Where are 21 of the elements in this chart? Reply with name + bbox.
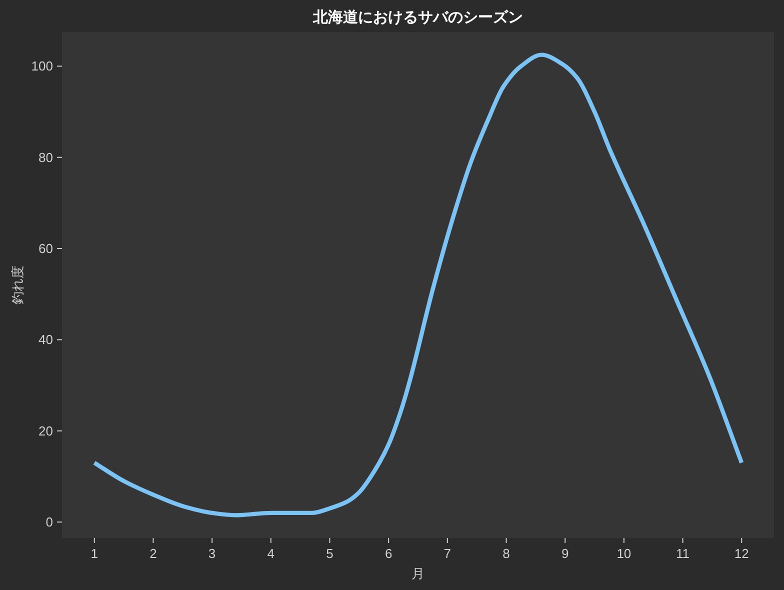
x-tick-label: 5 <box>326 546 334 561</box>
y-tick-label: 80 <box>38 150 53 165</box>
x-tick-label: 11 <box>676 546 690 561</box>
y-tick-label: 0 <box>46 514 53 530</box>
x-tick-label: 6 <box>384 546 392 561</box>
x-tick-label: 1 <box>90 546 98 561</box>
ylabel: 釣れ度 <box>10 266 25 304</box>
x-tick-label: 12 <box>734 546 749 561</box>
x-tick-label: 3 <box>208 546 216 561</box>
x-tick-label: 4 <box>267 546 274 561</box>
y-tick-label: 60 <box>38 241 53 256</box>
title: 北海道におけるサバのシーズン <box>313 9 523 26</box>
y-tick-label: 20 <box>38 423 53 438</box>
x-tick-label: 9 <box>562 546 569 561</box>
x-tick-label: 10 <box>616 546 632 561</box>
x-tick-label: 8 <box>502 546 510 561</box>
x-tick-label: 7 <box>444 546 452 561</box>
y-tick-label: 40 <box>38 332 53 348</box>
y-tick-label: 100 <box>31 58 53 74</box>
x-tick-label: 2 <box>150 546 157 561</box>
xlabel: 月 <box>412 566 424 581</box>
